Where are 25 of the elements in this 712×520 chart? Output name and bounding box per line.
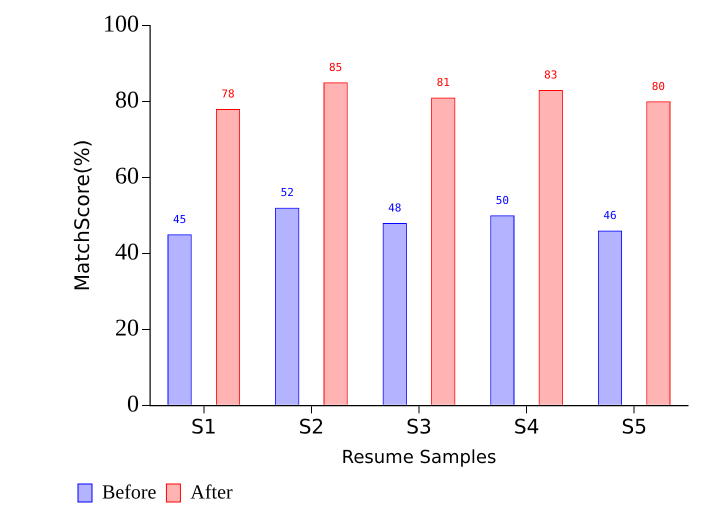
y-tick-label: 60	[115, 164, 139, 190]
data-label: 46	[603, 208, 617, 222]
data-label: 83	[544, 68, 558, 82]
data-label: 52	[280, 186, 294, 200]
x-tick-label: S2	[298, 414, 324, 439]
data-label: 81	[436, 76, 450, 89]
data-label: 48	[388, 201, 402, 214]
x-tick-label: S3	[406, 414, 432, 439]
data-label: 85	[328, 60, 342, 74]
y-tick-label: 80	[115, 88, 139, 114]
x-tick-label: S1	[191, 414, 217, 439]
x-tick-label: S5	[621, 414, 647, 439]
y-tick-label: 100	[103, 12, 139, 38]
y-tick-label: 40	[115, 240, 139, 266]
y-tick-label: 20	[115, 316, 139, 342]
legend-label: After	[190, 481, 233, 504]
legend-label: Before	[102, 481, 157, 504]
data-label: 80	[652, 80, 666, 93]
data-label: 45	[172, 212, 186, 226]
data-label: 50	[496, 194, 510, 207]
x-axis-title: Resume Samples	[342, 446, 496, 468]
y-axis-title: MatchScore(%)	[70, 140, 94, 292]
data-label: 78	[221, 87, 235, 100]
y-tick-label: 0	[127, 392, 139, 418]
x-tick-label: S4	[514, 414, 540, 439]
